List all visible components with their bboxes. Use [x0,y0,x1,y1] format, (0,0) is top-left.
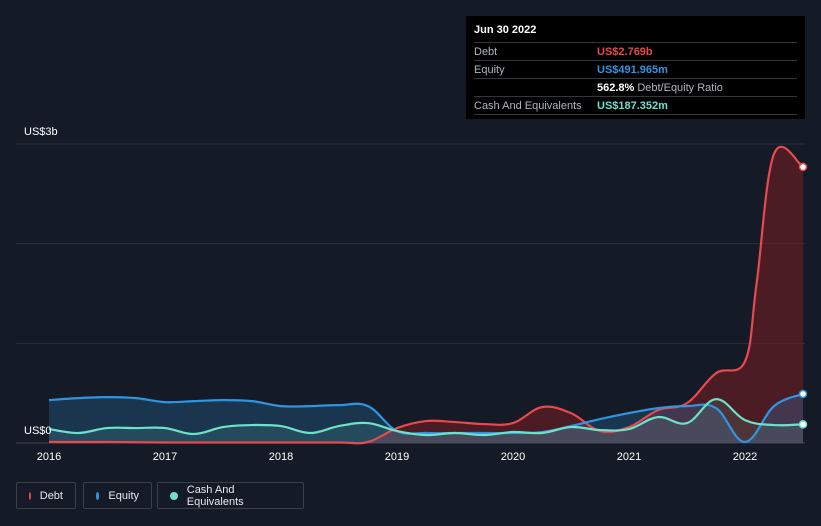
legend-dot-debt [29,491,31,500]
legend-item-equity[interactable]: Equity [83,482,152,509]
tooltip-ratio-suffix: Debt/Equity Ratio [637,81,723,94]
y-axis-zero-label: US$0 [24,425,52,437]
tooltip-row-equity: Equity US$491.965m [474,60,797,78]
axis-labels: US$3b US$0 2016 2017 2018 2019 2020 2021 2022 [24,126,757,463]
legend-label-equity: Equity [108,489,139,502]
legend-dot-equity [96,491,100,500]
x-tick-label: 2022 [733,451,757,463]
end-marker-equity [798,389,808,399]
x-tick-label: 2017 [153,451,177,463]
tooltip-value-equity: US$491.965m [597,63,668,76]
area-debt [49,146,803,444]
x-tick-label: 2020 [501,451,525,463]
tooltip-label-cash: Cash And Equivalents [474,99,582,112]
y-axis-top-label: US$3b [24,126,58,138]
legend-item-debt[interactable]: Debt [16,482,76,509]
line-debt [48,145,804,445]
tooltip-row-ratio: 562.8% Debt/Equity Ratio [474,78,797,96]
x-tick-label: 2019 [385,451,409,463]
series-areas [49,146,803,444]
series-lines [48,145,804,445]
line-cash-and-equivalents [48,398,804,437]
tooltip-panel: Jun 30 2022 Debt US$2.769b Equity US$491… [466,16,805,119]
end-marker-cash-and-equivalents [798,420,808,429]
x-tick-label: 2018 [269,451,293,463]
x-tick-label: 2016 [37,451,61,463]
tooltip-value-debt: US$2.769b [597,45,653,58]
line-equity [48,392,804,444]
legend-item-cash[interactable]: Cash And Equivalents [157,482,304,509]
tooltip-value-cash: US$187.352m [597,99,668,112]
series-end-markers [798,162,808,429]
tooltip-label-debt: Debt [474,45,498,58]
tooltip-label-equity: Equity [474,63,505,76]
tooltip-row-debt: Debt US$2.769b [474,42,797,60]
tooltip-value-ratio: 562.8% [597,81,635,94]
tooltip-date: Jun 30 2022 [474,24,537,36]
legend-label-debt: Debt [39,489,63,502]
legend-label-cash: Cash And Equivalents [186,483,244,508]
x-tick-label: 2021 [617,451,641,463]
end-marker-debt [798,162,808,172]
tooltip-row-cash: Cash And Equivalents US$187.352m [474,96,797,115]
legend-dot-cash [170,491,178,500]
